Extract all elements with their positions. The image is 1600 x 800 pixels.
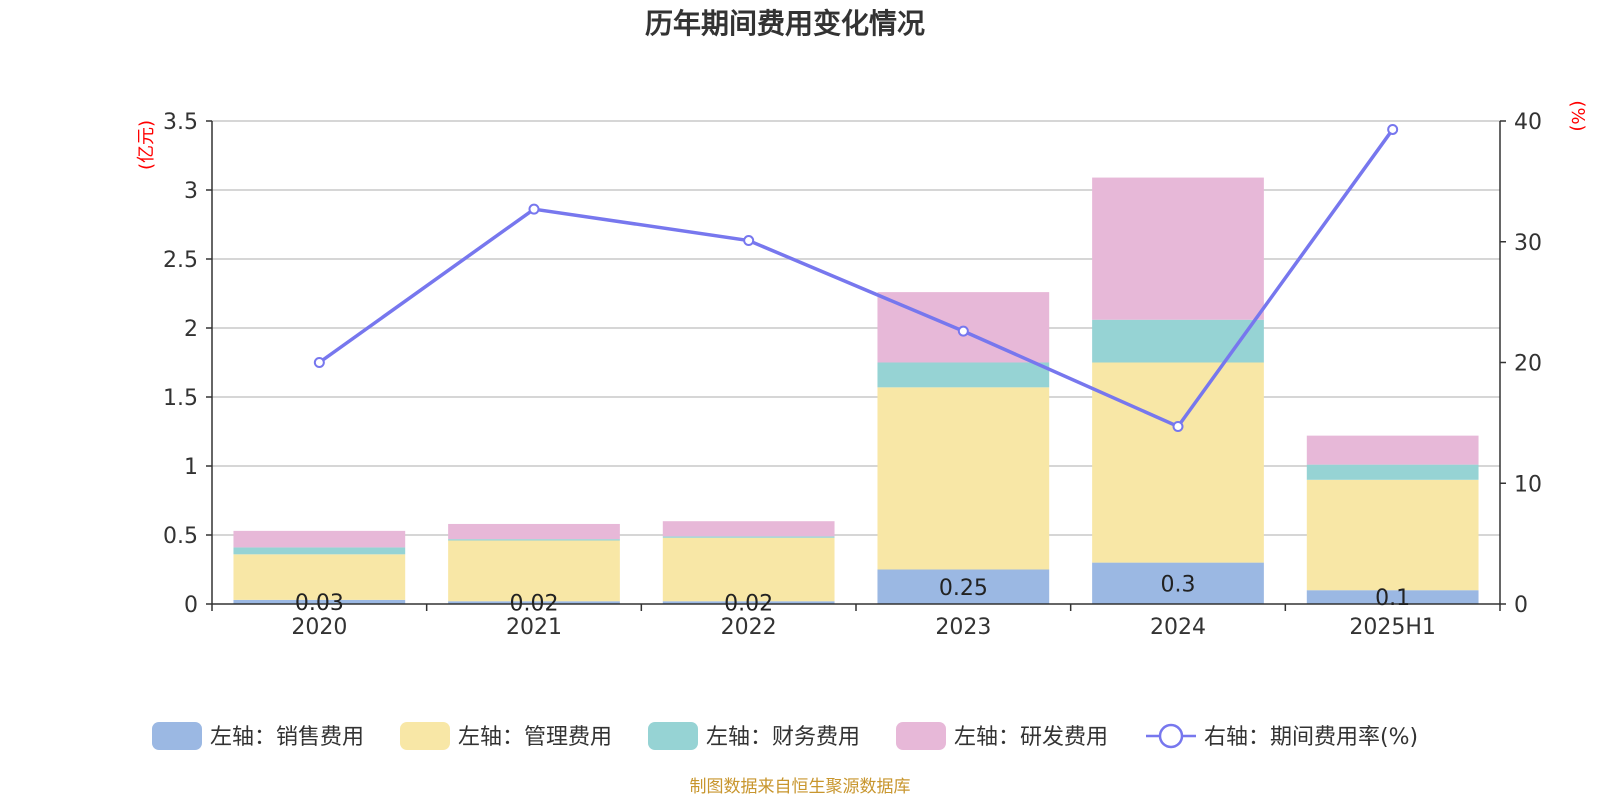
chart-title: 历年期间费用变化情况 bbox=[645, 7, 925, 40]
data-label: 0.02 bbox=[510, 592, 559, 617]
legend-label: 左轴：研发费用 bbox=[954, 725, 1108, 750]
data-labels: 0.03 0.02 0.02 0.25 0.3 0.1 bbox=[295, 572, 1410, 616]
data-label: 0.02 bbox=[724, 592, 773, 617]
bar-segment bbox=[662, 537, 835, 602]
legend-label: 左轴：销售费用 bbox=[210, 725, 364, 750]
bar-segment bbox=[662, 521, 835, 537]
right-axis-tick-label: 20 bbox=[1514, 352, 1542, 377]
grid-lines bbox=[212, 120, 1500, 536]
data-label: 0.03 bbox=[295, 591, 344, 616]
legend-swatch bbox=[152, 722, 202, 750]
bar-segment bbox=[448, 540, 620, 602]
legend-marker bbox=[1158, 723, 1184, 749]
right-axis-tick-label: 40 bbox=[1514, 110, 1542, 135]
bar-series bbox=[233, 177, 1479, 604]
line-point bbox=[528, 203, 540, 215]
bar-segment bbox=[448, 601, 620, 604]
bar-segment bbox=[877, 569, 1050, 604]
legend-label: 左轴：财务费用 bbox=[706, 725, 860, 750]
x-axis-label: 2025H1 bbox=[1349, 615, 1436, 640]
bar-segment bbox=[1306, 435, 1479, 465]
left-axis-tick-label: 0.5 bbox=[163, 524, 198, 549]
bar-segment bbox=[448, 523, 620, 540]
data-label: 0.1 bbox=[1375, 586, 1410, 611]
axes: 0 0.5 1 1.5 2 2.5 3 3.5 0 10 20 30 40 2020 2021 2022 202… bbox=[163, 110, 1542, 640]
bar-segment bbox=[877, 362, 1050, 388]
source-note: 制图数据来自恒生聚源数据库 bbox=[690, 777, 911, 797]
legend-label: 左轴：管理费用 bbox=[458, 725, 612, 750]
bar-segment bbox=[1306, 590, 1479, 604]
line-series bbox=[313, 123, 1399, 432]
left-axis-tick-label: 1.5 bbox=[163, 386, 198, 411]
legend-label: 右轴：期间费用率(%) bbox=[1204, 725, 1418, 750]
left-axis-unit: (亿元) bbox=[136, 120, 157, 170]
bar-segment bbox=[233, 599, 406, 604]
x-axis-label: 2024 bbox=[1150, 615, 1206, 640]
right-axis-tick-label: 10 bbox=[1514, 472, 1542, 497]
bar-segment bbox=[1092, 319, 1264, 363]
bar-segment bbox=[1092, 362, 1264, 563]
data-label: 0.3 bbox=[1161, 572, 1196, 597]
line-point bbox=[1387, 123, 1399, 135]
bar-segment bbox=[448, 539, 620, 541]
legend-swatch bbox=[648, 722, 698, 750]
left-axis-tick-label: 0 bbox=[184, 593, 198, 618]
data-label: 0.25 bbox=[939, 576, 988, 601]
line-point bbox=[743, 235, 755, 247]
right-axis-tick-label: 0 bbox=[1514, 593, 1528, 618]
left-axis-tick-label: 2.5 bbox=[163, 248, 198, 273]
x-axis-label: 2023 bbox=[935, 615, 991, 640]
left-axis-tick-label: 2 bbox=[184, 317, 198, 342]
bar-segment bbox=[233, 554, 406, 600]
bar-segment bbox=[877, 387, 1050, 570]
x-axis-label: 2022 bbox=[721, 615, 777, 640]
legend: 左轴：销售费用 左轴：管理费用 左轴：财务费用 左轴：研发费用 右轴：期间费用率(%) bbox=[152, 722, 1418, 750]
left-axis-tick-label: 1 bbox=[184, 455, 198, 480]
line-path bbox=[318, 128, 1395, 429]
legend-swatch bbox=[896, 722, 946, 750]
bar-segment bbox=[662, 536, 835, 538]
left-axis-tick-label: 3 bbox=[184, 179, 198, 204]
right-axis-unit: (%) bbox=[1567, 100, 1588, 131]
line-point bbox=[957, 325, 969, 337]
x-axis-label: 2020 bbox=[291, 615, 347, 640]
bar-segment bbox=[233, 530, 406, 548]
right-axis-tick-label: 30 bbox=[1514, 231, 1542, 256]
bar-segment bbox=[1092, 177, 1264, 320]
line-point bbox=[1172, 420, 1184, 432]
legend-swatch bbox=[400, 722, 450, 750]
line-point bbox=[313, 357, 325, 368]
bar-segment bbox=[1306, 464, 1479, 480]
x-axis-label: 2021 bbox=[506, 615, 562, 640]
bar-segment bbox=[1092, 562, 1264, 604]
bar-segment bbox=[233, 547, 406, 555]
left-axis-tick-label: 3.5 bbox=[163, 110, 198, 135]
bar-segment bbox=[662, 601, 835, 604]
bar-segment bbox=[1306, 479, 1479, 591]
